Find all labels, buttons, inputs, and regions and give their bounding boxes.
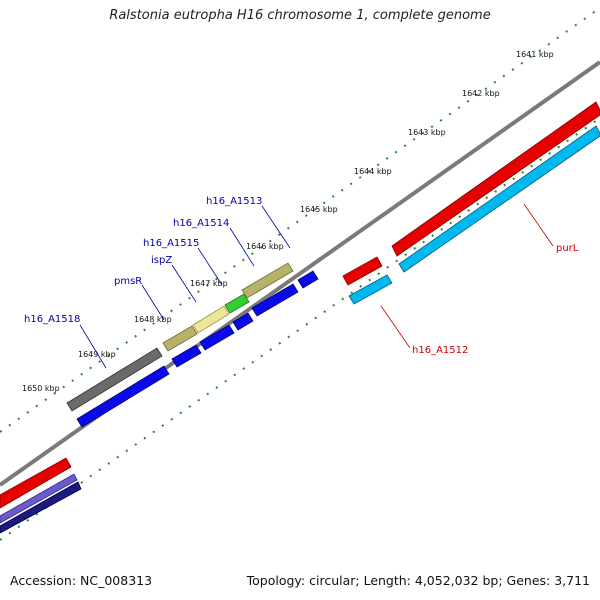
- gene-h16_A1515[interactable]: [224, 293, 250, 314]
- label-ispZ[interactable]: ispZ: [151, 255, 172, 266]
- tick-label-1642: 1642 kbp: [462, 89, 500, 98]
- label-h16_A1515[interactable]: h16_A1515: [143, 238, 199, 249]
- leader-ispZ: [171, 264, 197, 303]
- gene-reverse-cyan-long[interactable]: [398, 125, 600, 273]
- gene-pmsR[interactable]: [162, 325, 198, 352]
- topology-label: Topology: circular; Length: 4,052,032 bp…: [246, 573, 590, 588]
- leader-h16_A1514: [229, 227, 255, 267]
- gene-ispZ[interactable]: [192, 305, 230, 334]
- gene-forward-1645[interactable]: [297, 270, 319, 289]
- gene-h16_A1514[interactable]: [241, 262, 294, 299]
- leader-h16_A1512: [380, 305, 411, 349]
- tick-label-1650: 1650 kbp: [22, 384, 60, 393]
- gene-forward-1650[interactable]: [76, 365, 170, 428]
- tick-label-1644: 1644 kbp: [354, 167, 392, 176]
- tick-label-1646: 1646 kbp: [246, 242, 284, 251]
- label-h16_A1513[interactable]: h16_A1513: [206, 196, 262, 207]
- gene-forward-1647[interactable]: [199, 324, 235, 351]
- label-h16_A1514[interactable]: h16_A1514: [173, 218, 229, 229]
- leader-h16_A1515: [197, 247, 223, 286]
- label-purL[interactable]: purL: [556, 243, 579, 254]
- gene-forward-1646b[interactable]: [232, 312, 254, 331]
- tick-label-1645: 1645 kbp: [300, 205, 338, 214]
- gene-lower-left-red[interactable]: [0, 457, 72, 509]
- tick-label-1643: 1643 kbp: [408, 128, 446, 137]
- label-pmsR[interactable]: pmsR: [114, 276, 142, 287]
- tick-label-1648: 1648 kbp: [134, 315, 172, 324]
- gene-forward-1648b[interactable]: [171, 344, 202, 368]
- accession-label: Accession: NC_008313: [10, 573, 153, 588]
- gene-lower-left-navy[interactable]: [0, 481, 82, 534]
- inner-tick-track: [0, 117, 600, 541]
- tick-label-1649: 1649 kbp: [78, 350, 116, 359]
- label-h16_A1518[interactable]: h16_A1518: [24, 314, 80, 325]
- leader-pmsR: [141, 284, 165, 321]
- leader-h16_A1518: [79, 324, 107, 369]
- leader-h16_A1513: [261, 205, 291, 249]
- map-title: Ralstonia eutropha H16 chromosome 1, com…: [109, 8, 491, 23]
- gene-h16_A1518[interactable]: [66, 347, 163, 412]
- gene-purL[interactable]: [391, 101, 600, 257]
- gene-forward-1646[interactable]: [251, 283, 299, 317]
- tick-label-1641: 1641 kbp: [516, 50, 554, 59]
- gene-h16_A1512[interactable]: [348, 274, 393, 305]
- gene-h16_A1512-red[interactable]: [342, 256, 383, 286]
- label-h16_A1512[interactable]: h16_A1512: [412, 345, 468, 356]
- tick-label-1647: 1647 kbp: [190, 279, 228, 288]
- leader-purL: [523, 203, 554, 247]
- gene-lower-left-purple[interactable]: [0, 473, 78, 524]
- outer-tick-track: [0, 7, 600, 433]
